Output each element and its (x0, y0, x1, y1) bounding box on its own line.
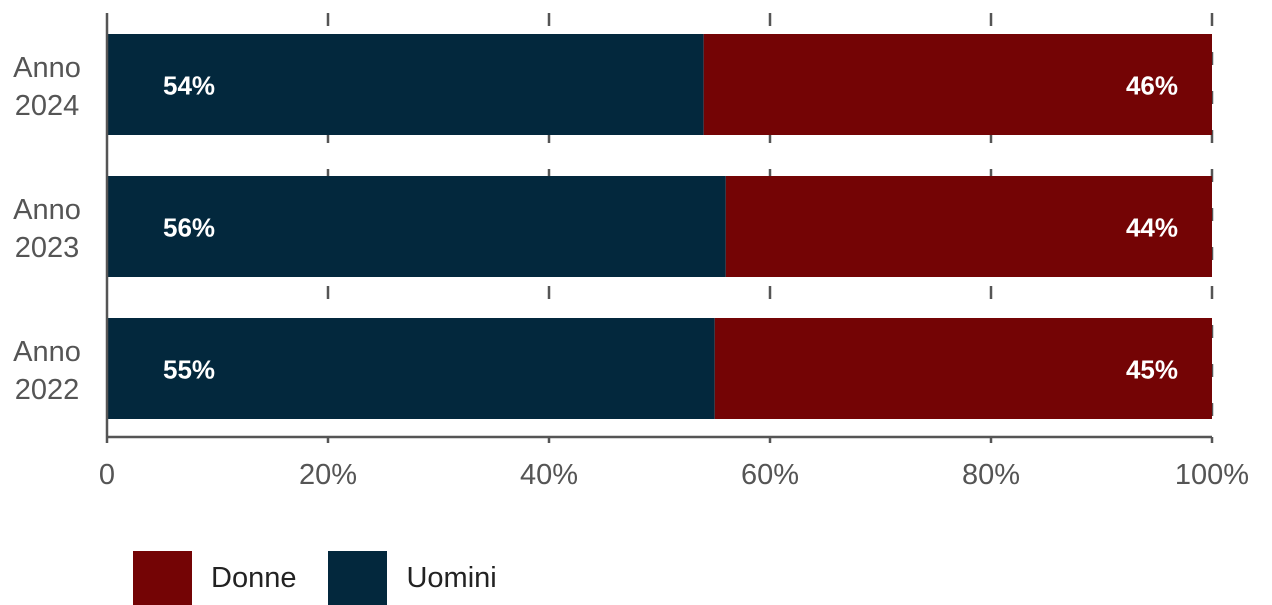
x-tick-label-5: 100% (1175, 459, 1249, 491)
x-tick-label-0: 0 (99, 459, 115, 491)
legend-swatch-uomini (328, 551, 388, 605)
bar-donne-0 (703, 34, 1212, 135)
legend-label-donne: Donne (211, 561, 297, 594)
data-label-uomini-0: 54% (163, 71, 215, 101)
bar-uomini-0 (107, 34, 704, 135)
x-tick-label-3: 60% (741, 459, 799, 491)
legend-swatch-donne (133, 551, 192, 605)
bar-uomini-1 (107, 176, 726, 277)
legend-item-donne: Donne (133, 551, 296, 605)
bar-donne-2 (714, 318, 1212, 419)
x-tick-label-1: 20% (299, 459, 357, 491)
bar-uomini-2 (107, 318, 715, 419)
data-label-donne-0: 46% (1126, 71, 1178, 101)
x-tick-label-4: 80% (962, 459, 1020, 491)
data-label-uomini-2: 55% (163, 355, 215, 385)
x-tick-label-2: 40% (520, 459, 578, 491)
category-label-0-line2: 2024 (15, 90, 80, 122)
data-label-donne-2: 45% (1126, 355, 1178, 385)
category-label-1-line2: 2023 (15, 232, 80, 264)
category-label-0-line1: Anno (13, 52, 81, 84)
category-label-2-line2: 2022 (15, 374, 80, 406)
data-label-donne-1: 44% (1126, 213, 1178, 243)
category-label-1-line1: Anno (13, 194, 81, 226)
legend-item-uomini: Uomini (328, 551, 497, 605)
chart-legend: Donne Uomini (133, 551, 529, 605)
bar-donne-1 (725, 176, 1212, 277)
category-label-2-line1: Anno (13, 336, 81, 368)
chart-plot-area: 54% 46% Anno 2024 56% 44% Anno 2023 55% 45% Anno 20… (13, 13, 1249, 491)
data-label-uomini-1: 56% (163, 213, 215, 243)
legend-label-uomini: Uomini (406, 561, 497, 594)
